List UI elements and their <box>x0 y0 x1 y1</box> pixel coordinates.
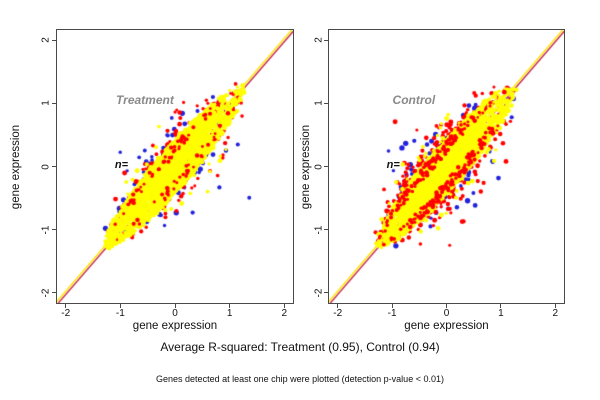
y-tick <box>52 102 56 104</box>
x-tick-label: 0 <box>443 308 450 319</box>
treatment-x-axis-label: gene expression <box>132 320 218 332</box>
y-tick-label: 0 <box>313 163 325 170</box>
treatment-y-axis-label: gene expression <box>10 124 22 209</box>
y-tick <box>324 102 328 104</box>
control-x-axis-label: gene expression <box>404 320 489 332</box>
x-tick <box>391 304 393 308</box>
y-tick <box>52 292 56 294</box>
y-tick-label: -2 <box>40 288 52 298</box>
y-tick <box>324 166 328 167</box>
y-tick-label: 1 <box>313 100 325 107</box>
control-panel-label: Control <box>392 93 436 108</box>
x-tick <box>446 304 447 308</box>
x-tick <box>283 304 285 308</box>
treatment-scatter-panel: n= Treatment gene expression gene expres… <box>10 29 294 332</box>
y-tick-label: -2 <box>313 288 325 298</box>
treatment-scatter-canvas <box>57 30 293 303</box>
x-tick <box>229 304 231 308</box>
x-tick-label: 1 <box>498 308 504 319</box>
x-tick <box>337 304 339 308</box>
r-squared-caption: Average R-squared: Treatment (0.95), Con… <box>160 340 440 354</box>
treatment-panel-label: Treatment <box>116 93 174 108</box>
y-tick <box>324 292 328 294</box>
x-tick-label: 0 <box>172 308 178 319</box>
x-tick <box>174 304 176 308</box>
x-tick-label: -1 <box>387 308 397 319</box>
x-tick-label: 2 <box>552 308 559 319</box>
x-tick <box>554 304 556 308</box>
y-tick <box>52 229 56 231</box>
x-tick <box>500 304 502 308</box>
x-tick <box>65 304 67 308</box>
y-tick-label: 1 <box>40 100 52 107</box>
detection-footnote: Genes detected at least one chip were pl… <box>156 374 444 384</box>
control-y-axis-label: gene expression <box>300 124 312 209</box>
y-tick <box>324 39 328 41</box>
control-scatter-panel: n= Control gene expression gene expressi… <box>300 29 565 332</box>
y-tick <box>52 39 56 41</box>
x-tick-label: -2 <box>333 308 343 319</box>
y-tick-label: 0 <box>40 163 52 170</box>
y-tick <box>324 229 328 231</box>
y-tick-label: -1 <box>313 225 325 235</box>
x-tick-label: 2 <box>281 308 288 319</box>
y-tick-label: -1 <box>40 225 52 235</box>
y-tick-label: 2 <box>40 37 52 43</box>
x-tick-label: -1 <box>115 308 125 319</box>
x-tick <box>119 304 121 308</box>
control-scatter-canvas <box>329 30 564 303</box>
y-tick <box>52 166 56 167</box>
y-tick-label: 2 <box>313 37 325 43</box>
x-tick-label: 1 <box>226 308 233 319</box>
x-tick-label: -2 <box>61 308 71 319</box>
